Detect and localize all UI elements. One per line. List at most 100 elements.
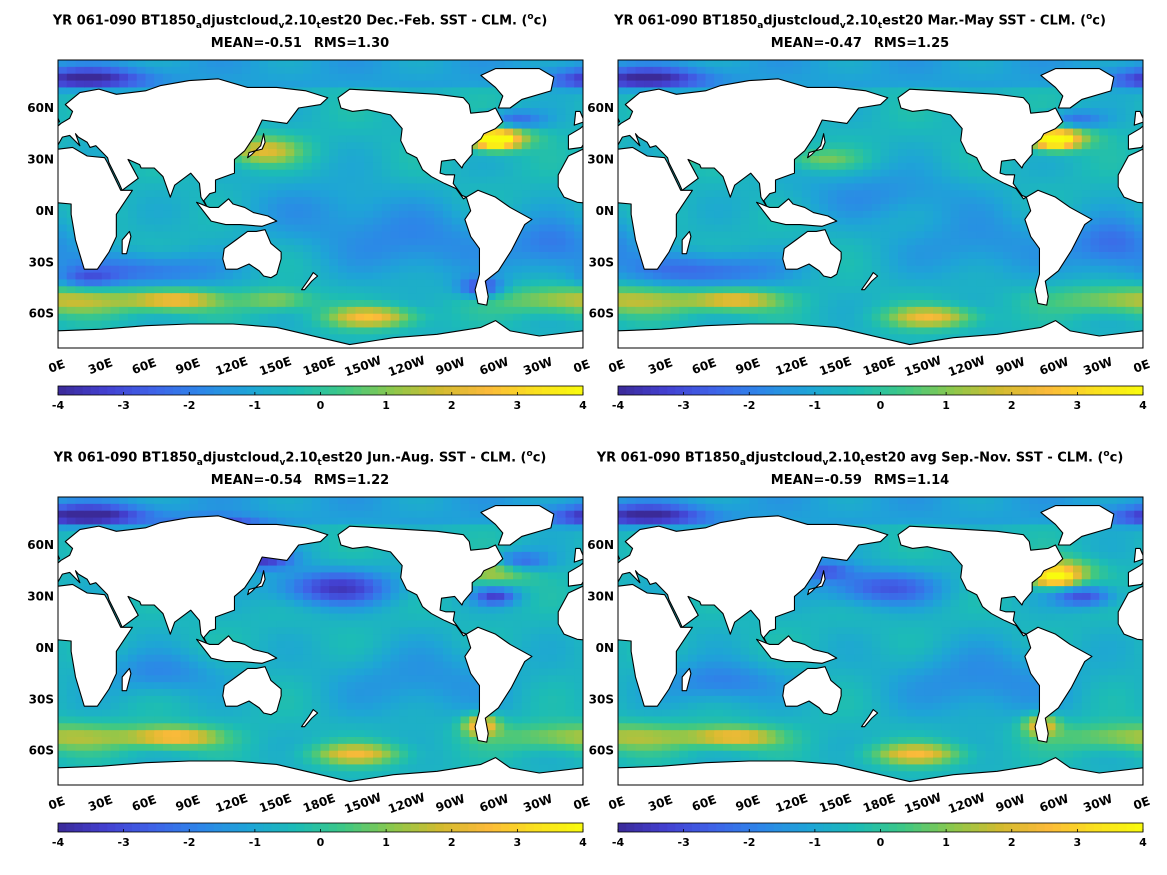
heatmap-cell	[530, 286, 540, 294]
heatmap-cell	[346, 265, 357, 274]
heatmap-cell	[460, 210, 470, 219]
heatmap-cell	[836, 238, 847, 246]
heatmap-cell	[346, 217, 357, 226]
heatmap-cell	[408, 327, 418, 335]
heatmap-cell	[714, 238, 724, 246]
heatmap-cell	[154, 252, 164, 260]
heatmap-cell	[504, 60, 514, 68]
heatmap-cell	[416, 224, 427, 233]
heatmap-cell	[530, 293, 540, 301]
heatmap-cell	[1081, 114, 1092, 123]
heatmap-cell	[408, 176, 418, 185]
heatmap-cell	[373, 313, 383, 322]
heatmap-cell	[548, 272, 558, 281]
heatmap-cell	[653, 60, 663, 68]
heatmap-cell	[101, 73, 112, 82]
heatmap-cell	[1090, 320, 1100, 329]
heatmap-cell	[294, 224, 304, 233]
heatmap-cell	[574, 224, 583, 233]
heatmap-cell	[504, 128, 514, 137]
heatmap-cell	[740, 66, 750, 75]
heatmap-cell	[933, 313, 943, 322]
heatmap-cell	[381, 293, 392, 301]
heatmap-cell	[1081, 293, 1092, 301]
heatmap-cell	[959, 231, 969, 239]
heatmap-cell	[626, 245, 637, 253]
heatmap-cell	[1003, 169, 1013, 178]
heatmap-cell	[880, 231, 890, 239]
colorbar-segment	[484, 386, 494, 395]
heatmap-cell	[749, 293, 759, 301]
heatmap-cell	[285, 128, 295, 137]
heatmap-cell	[66, 306, 77, 315]
heatmap-cell	[618, 87, 628, 95]
heatmap-cell	[976, 231, 987, 239]
heatmap-cell	[101, 279, 112, 287]
heatmap-cell	[416, 313, 427, 322]
heatmap-cell	[58, 293, 68, 301]
heatmap-cell	[539, 94, 549, 102]
heatmap-cell	[495, 286, 505, 294]
heatmap-cell	[679, 60, 689, 68]
heatmap-cell	[224, 286, 234, 294]
heatmap-cell	[539, 183, 549, 191]
heatmap-cell	[854, 108, 864, 116]
heatmap-cell	[723, 300, 733, 308]
heatmap-cell	[679, 87, 689, 95]
land-masses	[58, 68, 583, 348]
heatmap-cell	[110, 80, 120, 89]
heatmap-cell	[1029, 101, 1039, 109]
heatmap-cell	[171, 60, 182, 68]
heatmap-cell	[898, 149, 908, 157]
heatmap-cell	[898, 327, 908, 335]
heatmap-cell	[653, 149, 663, 157]
heatmap-cell	[338, 162, 348, 171]
heatmap-cell	[66, 265, 77, 274]
heatmap-cell	[556, 162, 567, 171]
heatmap-cell	[189, 245, 199, 253]
heatmap-cell	[758, 217, 768, 226]
heatmap-cell	[1046, 162, 1057, 171]
heatmap-cell	[1055, 108, 1065, 116]
heatmap-cell	[250, 80, 260, 89]
heatmap-cell	[259, 60, 269, 68]
heatmap-cell	[355, 272, 365, 281]
heatmap-cell	[793, 60, 803, 68]
colorbar-segment	[197, 386, 207, 395]
heatmap-cell	[906, 217, 917, 226]
heatmap-cell	[898, 66, 908, 75]
heatmap-cell	[871, 121, 882, 130]
heatmap-cell	[906, 286, 917, 294]
heatmap-cell	[233, 224, 243, 233]
heatmap-cell	[521, 108, 532, 116]
heatmap-cell	[495, 190, 505, 198]
heatmap-cell	[933, 306, 943, 315]
heatmap-cell	[548, 252, 558, 260]
heatmap-cell	[705, 217, 715, 226]
heatmap-cell	[154, 73, 164, 82]
heatmap-cell	[163, 272, 173, 281]
heatmap-cell	[1038, 320, 1048, 329]
heatmap-cell	[355, 258, 365, 267]
heatmap-cell	[845, 128, 855, 137]
heatmap-cell	[810, 73, 820, 82]
heatmap-cell	[653, 286, 663, 294]
heatmap-cell	[250, 190, 260, 198]
heatmap-cell	[530, 217, 540, 226]
heatmap-cell	[513, 156, 523, 164]
heatmap-cell	[504, 183, 514, 191]
heatmap-cell	[513, 265, 523, 274]
heatmap-cell	[950, 210, 960, 219]
heatmap-cell	[871, 149, 882, 157]
heatmap-cell	[1011, 169, 1022, 178]
heatmap-cell	[154, 231, 164, 239]
heatmap-cell	[1003, 87, 1013, 95]
heatmap-cell	[539, 265, 549, 274]
heatmap-cell	[311, 66, 322, 75]
heatmap-cell	[285, 272, 295, 281]
heatmap-cell	[276, 231, 287, 239]
heatmap-cell	[906, 279, 917, 287]
heatmap-cell	[206, 286, 217, 294]
heatmap-cell	[863, 252, 873, 260]
heatmap-cell	[828, 210, 838, 219]
